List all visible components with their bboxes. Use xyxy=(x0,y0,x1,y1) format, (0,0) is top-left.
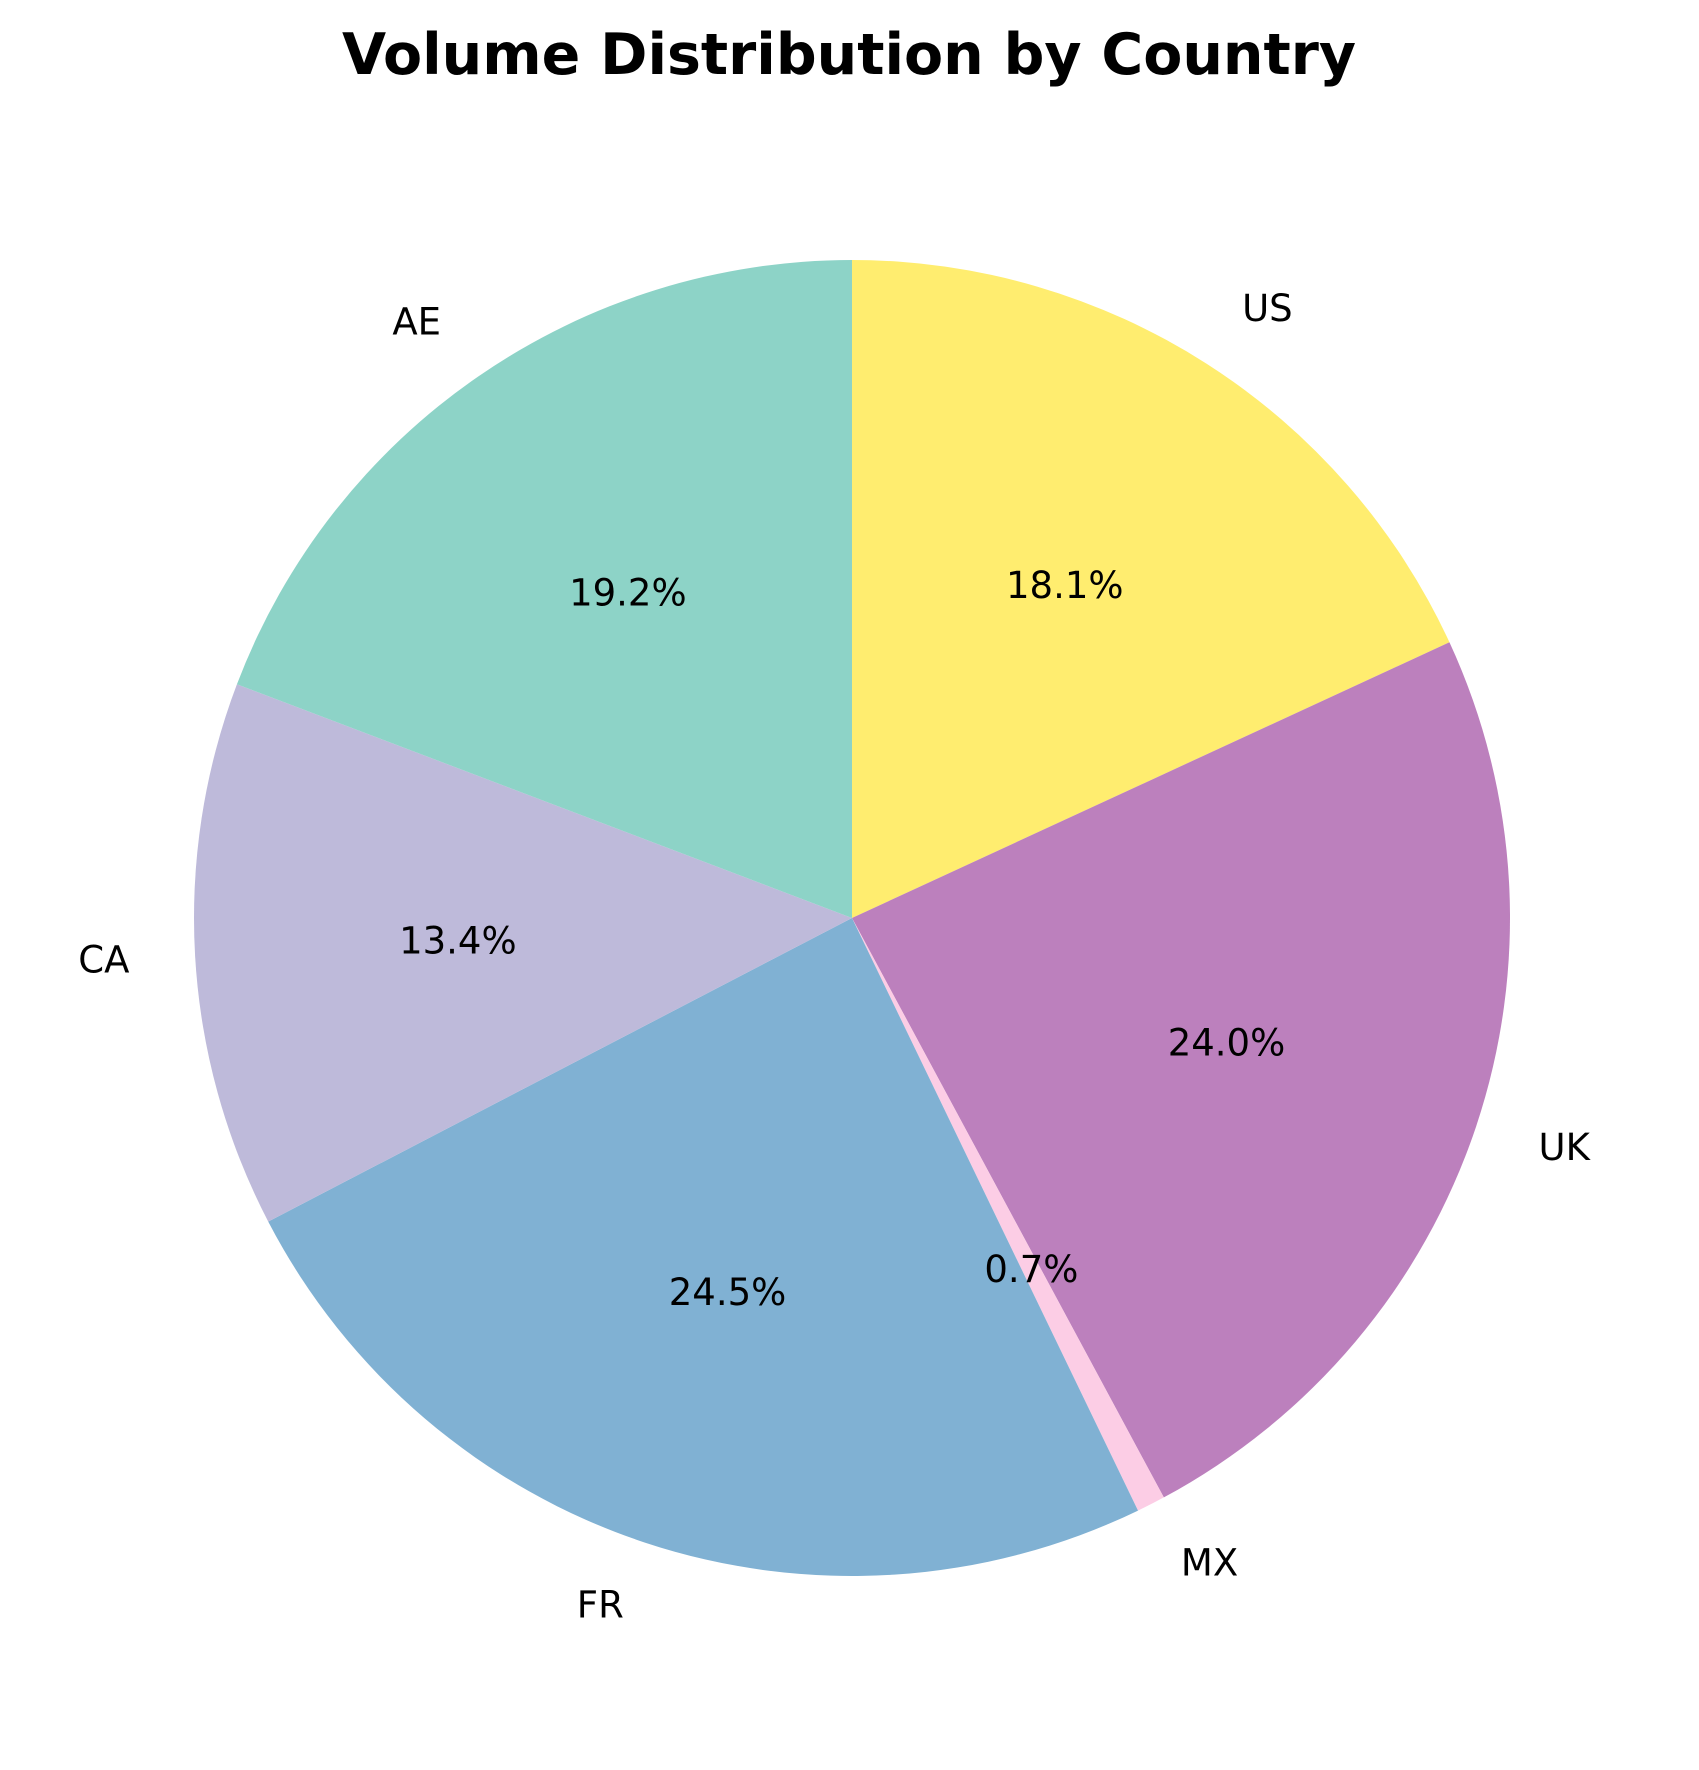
percent-label-ae: 19.2% xyxy=(569,572,687,615)
slice-label-us: US xyxy=(1242,287,1293,330)
slice-label-uk: UK xyxy=(1539,1126,1592,1169)
pie-labels: US 18.1% UK 24.0% MX 0.7% FR 24.5% CA 13.4% AE 19.2… xyxy=(78,287,1591,1627)
pie-slices xyxy=(194,260,1510,1576)
slice-label-fr: FR xyxy=(577,1583,624,1626)
pie-slice-fr xyxy=(268,918,1139,1576)
slice-label-ca: CA xyxy=(78,939,129,982)
pie-slice-ca xyxy=(194,684,853,1222)
percent-label-us: 18.1% xyxy=(1006,564,1124,607)
percent-label-fr: 24.5% xyxy=(669,1271,787,1314)
chart-title: Volume Distribution by Country xyxy=(342,22,1356,88)
pie-slice-us xyxy=(852,260,1450,918)
percent-label-ca: 13.4% xyxy=(399,919,517,962)
slice-label-ae: AE xyxy=(392,301,441,344)
percent-label-mx: 0.7% xyxy=(984,1248,1078,1291)
pie-slice-uk xyxy=(852,642,1510,1498)
pie-slice-mx xyxy=(852,918,1164,1511)
slice-label-mx: MX xyxy=(1181,1541,1238,1584)
percent-label-uk: 24.0% xyxy=(1168,1022,1286,1065)
pie-slice-ae xyxy=(236,260,852,918)
